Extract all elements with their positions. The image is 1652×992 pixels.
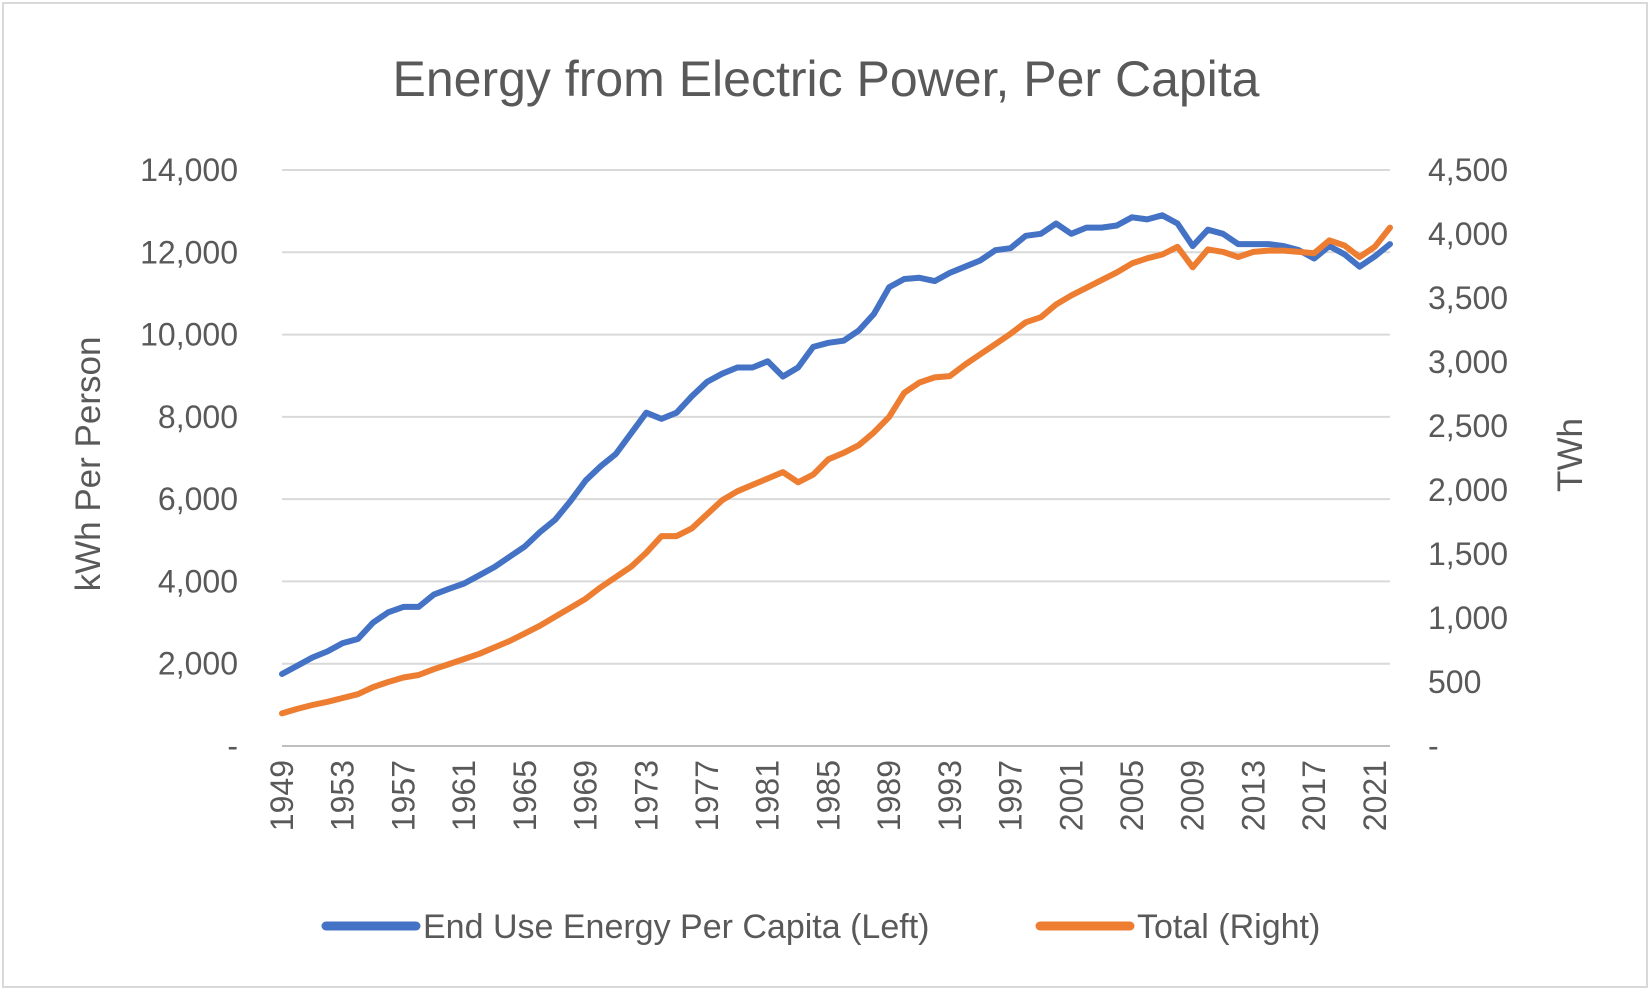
- y-right-tick-label: 2,000: [1428, 472, 1508, 508]
- x-tick-label: 2013: [1235, 760, 1271, 831]
- legend-label-right-series: Total (Right): [1137, 908, 1320, 946]
- x-tick-label: 2017: [1296, 760, 1332, 831]
- series-lines: [279, 212, 1393, 717]
- y-right-tick-label: 3,500: [1428, 280, 1508, 316]
- x-tick-label: 1981: [750, 760, 786, 831]
- x-tick-label: 2005: [1114, 760, 1150, 831]
- x-tick-label: 2009: [1175, 760, 1211, 831]
- x-tick-label: 2021: [1357, 760, 1393, 831]
- y-left-tick-label: 6,000: [158, 481, 238, 517]
- x-tick-label: 1969: [568, 760, 604, 831]
- y-left-tick-label: 14,000: [140, 152, 238, 188]
- y-left-tick-label: 4,000: [158, 563, 238, 599]
- y-right-tick-label: 2,500: [1428, 408, 1508, 444]
- y-right-tick-label: 1,000: [1428, 600, 1508, 636]
- y-right-tick-label: 4,000: [1428, 216, 1508, 252]
- y-left-tick-label: 8,000: [158, 399, 238, 435]
- x-tick-label: 1985: [810, 760, 846, 831]
- y-right-tick-label: 1,500: [1428, 536, 1508, 572]
- x-tick-label: 1953: [325, 760, 361, 831]
- x-tick-label: 1949: [264, 760, 300, 831]
- x-tick-label: 1977: [689, 760, 725, 831]
- y-left-tick-label: -: [227, 728, 238, 764]
- legend: End Use Energy Per Capita (Left) Total (…: [321, 908, 1320, 946]
- legend-label-left-series: End Use Energy Per Capita (Left): [423, 908, 929, 946]
- y-axis-left-ticks: - 2,000 4,000 6,000 8,000 10,000 12,000 14,000: [140, 152, 238, 764]
- y-axis-right-label: TWh: [1551, 418, 1590, 492]
- y-right-tick-label: 3,000: [1428, 344, 1508, 380]
- x-tick-label: 1973: [628, 760, 664, 831]
- series-line-right: [279, 224, 1393, 717]
- y-axis-left-label: kWh Per Person: [69, 337, 108, 592]
- x-tick-label: 1989: [871, 760, 907, 831]
- x-tick-label: 1993: [932, 760, 968, 831]
- y-right-tick-label: 500: [1428, 664, 1481, 700]
- x-tick-label: 1965: [507, 760, 543, 831]
- chart-title: Energy from Electric Power, Per Capita: [393, 51, 1260, 107]
- x-axis-ticks: 1949 1953 1957 1961 1965 1969 1973 1977 1981 1985…: [264, 760, 1393, 831]
- x-tick-label: 2001: [1053, 760, 1089, 831]
- x-tick-label: 1957: [385, 760, 421, 831]
- y-left-tick-label: 2,000: [158, 646, 238, 682]
- x-tick-label: 1997: [993, 760, 1029, 831]
- y-right-tick-label: 4,500: [1428, 152, 1508, 188]
- y-left-tick-label: 10,000: [140, 317, 238, 353]
- x-tick-label: 1961: [446, 760, 482, 831]
- y-left-tick-label: 12,000: [140, 234, 238, 270]
- series-line-left: [279, 212, 1393, 677]
- y-axis-right-ticks: - 500 1,000 1,500 2,000 2,500 3,000 3,500 4,000 4…: [1428, 152, 1508, 764]
- y-right-tick-label: -: [1428, 728, 1439, 764]
